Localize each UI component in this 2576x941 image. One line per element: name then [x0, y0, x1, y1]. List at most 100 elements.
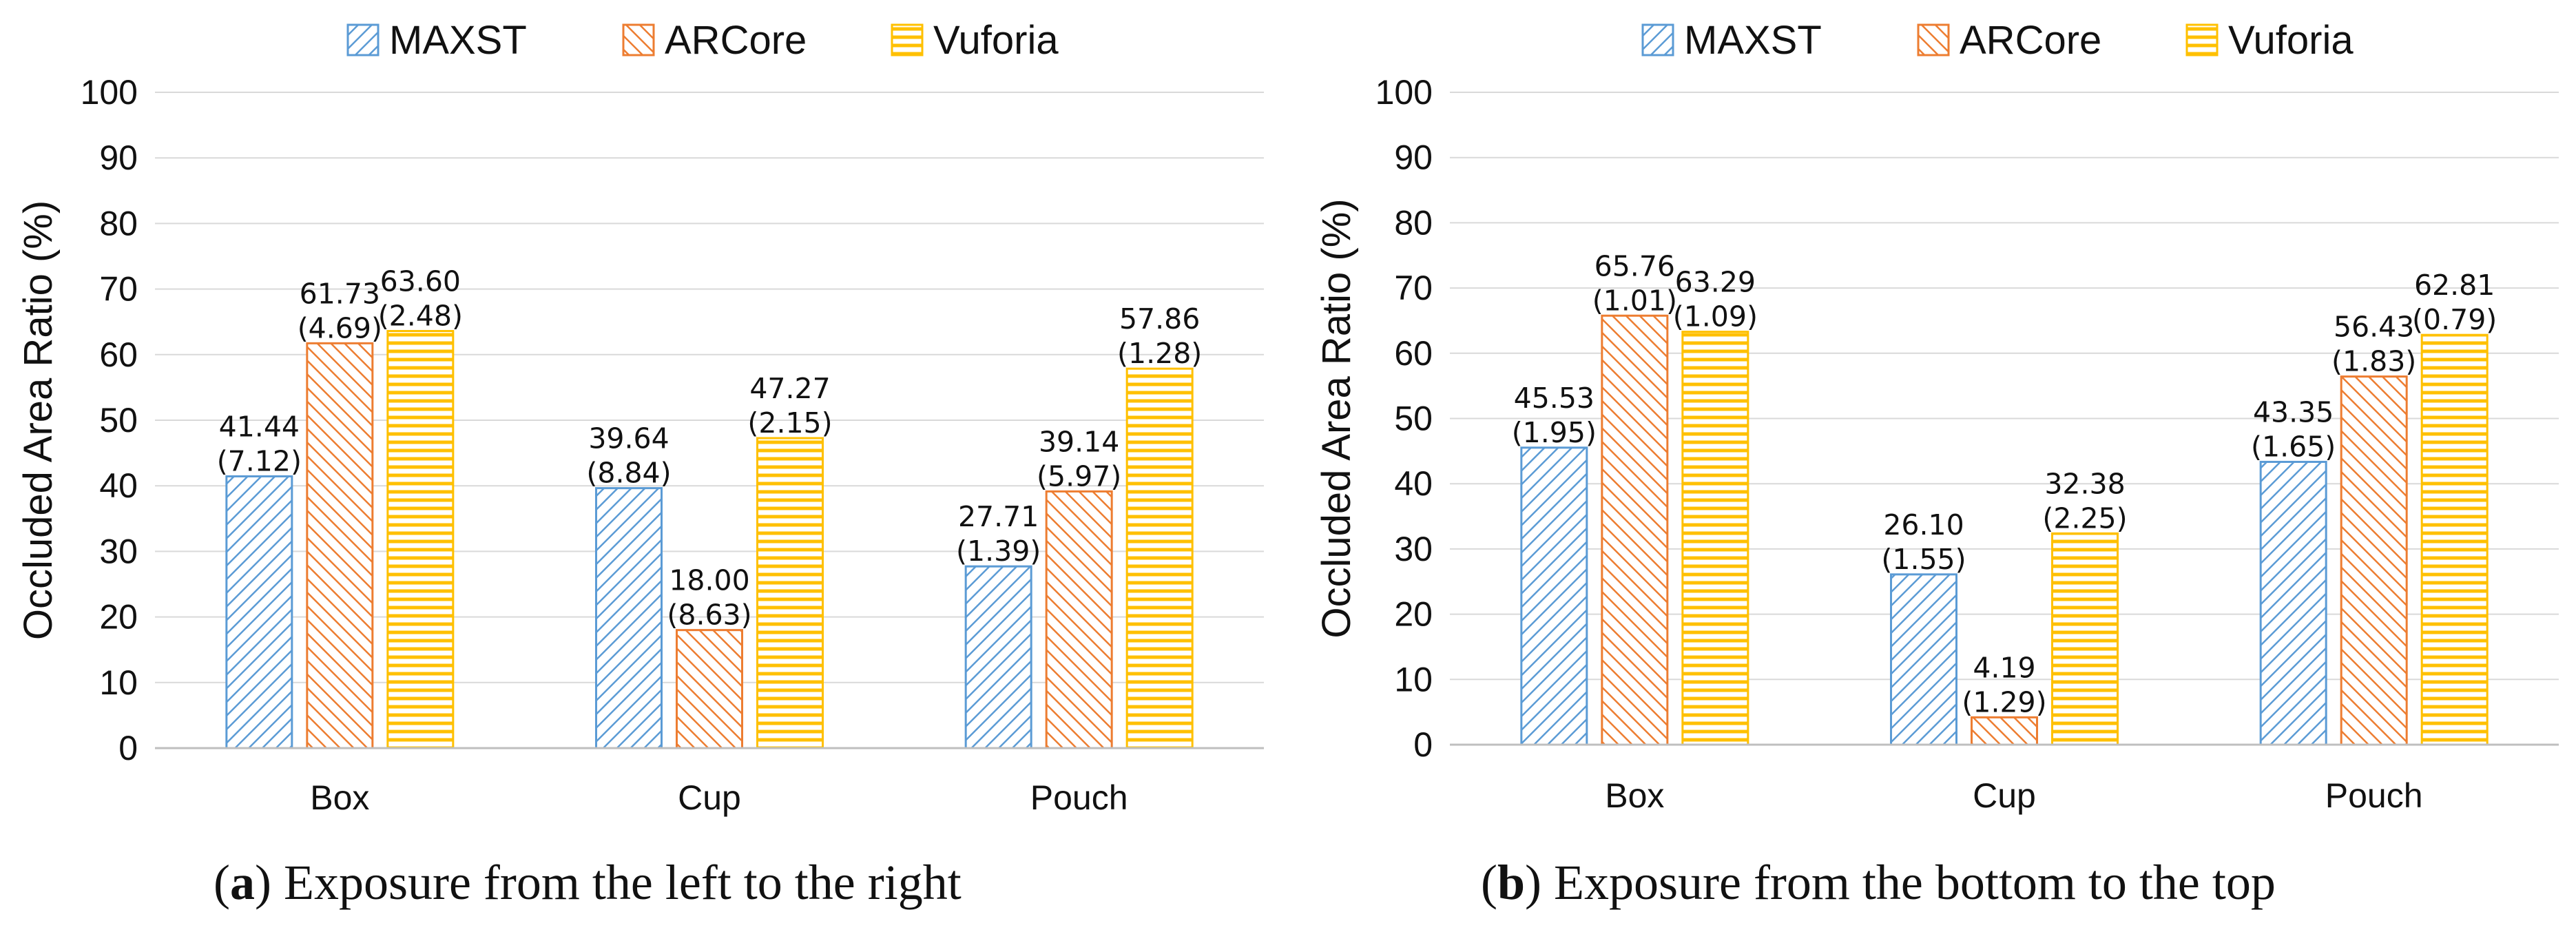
y-tick-label: 90	[1394, 138, 1433, 177]
data-label-sd: (1.09)	[1673, 300, 1758, 333]
data-label-sd: (2.48)	[378, 300, 463, 333]
y-tick-label: 70	[1394, 269, 1433, 307]
data-label-value: 62.81	[2414, 269, 2495, 302]
x-tick-label: Cup	[678, 778, 741, 817]
bar-maxst-box	[1520, 446, 1588, 746]
panel-caption: (b) Exposure from the bottom to the top	[1481, 855, 2276, 910]
data-label-sd: (2.25)	[2042, 501, 2127, 535]
y-tick-label: 60	[99, 335, 138, 374]
caption-text: Exposure from the left to the right	[284, 855, 962, 910]
caption-letter: a	[230, 855, 255, 910]
data-label-sd: (1.29)	[1962, 685, 2046, 718]
y-axis-title: Occluded Area Ratio (%)	[1314, 198, 1359, 638]
bar-maxst-box	[225, 475, 293, 749]
legend-label-vuforia: Vuforia	[2228, 18, 2354, 63]
data-label-sd: (7.12)	[217, 444, 302, 477]
data-label-value: 27.71	[958, 500, 1039, 533]
y-tick-label: 0	[1413, 725, 1433, 764]
data-label-value: 32.38	[2044, 467, 2125, 500]
bar-vuforia-pouch	[2420, 333, 2489, 746]
bar-arcore-pouch	[2340, 375, 2408, 746]
bar-maxst-cup	[595, 487, 663, 749]
data-label-sd: (1.55)	[1881, 543, 1966, 576]
legend-label-arcore: ARCore	[1960, 18, 2101, 63]
data-label-value: 43.35	[2253, 395, 2334, 428]
data-label-sd: (8.63)	[667, 599, 751, 632]
legend-swatch-vuforia	[2185, 23, 2219, 56]
y-axis-title: Occluded Area Ratio (%)	[16, 200, 61, 640]
data-label-sd: (1.28)	[1117, 337, 1202, 370]
data-label-value: 57.86	[1119, 302, 1200, 335]
legend-label-vuforia: Vuforia	[933, 18, 1059, 63]
y-tick-label: 40	[1394, 464, 1433, 503]
panel-caption: (a) Exposure from the left to the right	[214, 855, 962, 910]
data-label-sd: (1.01)	[1592, 284, 1677, 317]
data-label-sd: (1.39)	[956, 535, 1041, 568]
bar-arcore-pouch	[1045, 490, 1113, 749]
bar-arcore-cup	[1971, 716, 2038, 746]
data-label-value: 63.29	[1675, 266, 1756, 299]
bar-maxst-pouch	[964, 565, 1032, 749]
y-tick-label: 30	[99, 532, 138, 570]
data-label-sd: (4.69)	[298, 311, 382, 344]
data-label-value: 47.27	[749, 372, 830, 405]
caption-text: Exposure from the bottom to the top	[1554, 855, 2276, 910]
data-label-sd: (0.79)	[2412, 303, 2497, 336]
legend-swatch-arcore	[622, 23, 655, 56]
caption-letter: b	[1497, 855, 1525, 910]
x-tick-label: Box	[310, 778, 369, 817]
bar-vuforia-cup	[2051, 532, 2119, 746]
bar-arcore-cup	[676, 629, 743, 749]
data-label-sd: (2.15)	[747, 406, 832, 440]
data-label-value: 63.60	[380, 265, 461, 298]
y-tick-label: 70	[99, 270, 138, 309]
data-label-value: 65.76	[1595, 249, 1675, 282]
bar-arcore-box	[306, 342, 374, 749]
data-label-sd: (1.83)	[2331, 345, 2416, 378]
data-label-value: 39.14	[1039, 425, 1119, 458]
legend-swatch-vuforia	[891, 23, 924, 56]
y-tick-label: 100	[81, 73, 138, 112]
data-label-sd: (5.97)	[1037, 459, 1121, 493]
bar-vuforia-box	[386, 330, 455, 749]
x-tick-label: Cup	[1973, 776, 2036, 815]
legend-swatch-maxst	[1641, 23, 1674, 56]
legend-swatch-arcore	[1917, 23, 1950, 56]
legend-label-maxst: MAXST	[1684, 18, 1822, 63]
bar-vuforia-box	[1681, 331, 1749, 746]
y-tick-label: 40	[99, 466, 138, 505]
y-tick-label: 100	[1375, 73, 1433, 112]
legend-label-maxst: MAXST	[389, 18, 527, 63]
y-tick-label: 90	[99, 138, 138, 177]
data-label-sd: (8.84)	[586, 457, 671, 490]
y-tick-label: 30	[1394, 530, 1433, 568]
x-tick-label: Pouch	[2325, 776, 2423, 815]
y-tick-label: 80	[1394, 203, 1433, 242]
y-tick-label: 50	[99, 401, 138, 440]
bar-maxst-cup	[1890, 573, 1957, 746]
bar-maxst-pouch	[2259, 460, 2327, 746]
y-tick-label: 80	[99, 204, 138, 242]
y-tick-label: 50	[1394, 400, 1433, 438]
y-tick-label: 0	[118, 729, 138, 767]
bar-vuforia-pouch	[1125, 367, 1194, 749]
y-tick-label: 20	[1394, 595, 1433, 634]
x-tick-label: Box	[1605, 776, 1664, 815]
data-label-value: 61.73	[300, 277, 380, 310]
data-label-sd: (1.65)	[2251, 430, 2336, 463]
bar-arcore-box	[1601, 314, 1669, 746]
legend-label-arcore: ARCore	[665, 18, 807, 63]
data-label-value: 45.53	[1514, 382, 1595, 415]
data-label-value: 41.44	[219, 410, 300, 443]
chart-panel-b: 0 10 20 30 40 50 60 70 80 90 100 Occluded Area Rati…	[1314, 18, 2559, 910]
data-label-sd: (1.95)	[1512, 416, 1597, 449]
data-label-value: 26.10	[1883, 508, 1964, 541]
x-tick-label: Pouch	[1030, 778, 1128, 817]
data-label-value: 56.43	[2334, 311, 2414, 344]
y-tick-label: 10	[99, 663, 138, 702]
bar-vuforia-cup	[756, 437, 824, 749]
y-tick-label: 60	[1394, 334, 1433, 373]
data-label-value: 39.64	[588, 422, 669, 455]
legend-swatch-maxst	[346, 23, 380, 56]
